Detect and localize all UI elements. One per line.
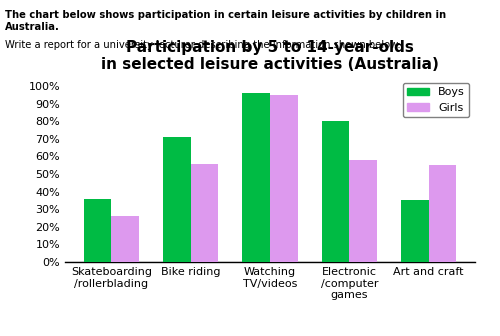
Bar xyxy=(84,199,112,262)
Title: Participation by 5 to 14-year-olds
in selected leisure activities (Australia): Participation by 5 to 14-year-olds in se… xyxy=(101,40,439,72)
Bar xyxy=(242,93,270,262)
Bar xyxy=(163,137,190,262)
Bar xyxy=(270,95,298,262)
Legend: Boys, Girls: Boys, Girls xyxy=(402,83,469,117)
Bar xyxy=(350,160,377,262)
Bar xyxy=(401,201,428,262)
Bar xyxy=(190,164,218,262)
Bar xyxy=(322,121,349,262)
Bar xyxy=(112,216,139,262)
Text: The chart below shows participation in certain leisure activities by children in: The chart below shows participation in c… xyxy=(5,10,446,32)
Bar xyxy=(428,165,456,262)
Text: Write a report for a university lecturer describing the information shown below.: Write a report for a university lecturer… xyxy=(5,40,400,50)
